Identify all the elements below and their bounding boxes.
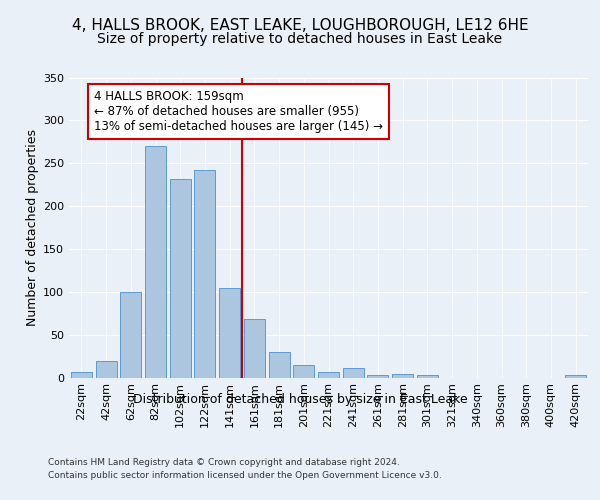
Bar xyxy=(367,375,388,378)
Bar xyxy=(194,170,215,378)
Bar xyxy=(219,288,240,378)
Bar xyxy=(95,361,116,378)
Text: Size of property relative to detached houses in East Leake: Size of property relative to detached ho… xyxy=(97,32,503,46)
Bar xyxy=(269,352,290,378)
Bar xyxy=(392,374,413,378)
Y-axis label: Number of detached properties: Number of detached properties xyxy=(26,129,39,326)
Bar xyxy=(170,178,191,378)
Text: Contains HM Land Registry data © Crown copyright and database right 2024.: Contains HM Land Registry data © Crown c… xyxy=(48,458,400,467)
Text: Contains public sector information licensed under the Open Government Licence v3: Contains public sector information licen… xyxy=(48,472,442,480)
Bar xyxy=(71,372,92,378)
Text: 4, HALLS BROOK, EAST LEAKE, LOUGHBOROUGH, LE12 6HE: 4, HALLS BROOK, EAST LEAKE, LOUGHBOROUGH… xyxy=(71,18,529,32)
Bar xyxy=(145,146,166,378)
Bar xyxy=(417,375,438,378)
Bar xyxy=(565,375,586,378)
Bar xyxy=(318,372,339,378)
Bar xyxy=(244,319,265,378)
Bar xyxy=(120,292,141,378)
Bar xyxy=(293,364,314,378)
Text: 4 HALLS BROOK: 159sqm
← 87% of detached houses are smaller (955)
13% of semi-det: 4 HALLS BROOK: 159sqm ← 87% of detached … xyxy=(94,90,383,134)
Text: Distribution of detached houses by size in East Leake: Distribution of detached houses by size … xyxy=(133,392,467,406)
Bar xyxy=(343,368,364,378)
